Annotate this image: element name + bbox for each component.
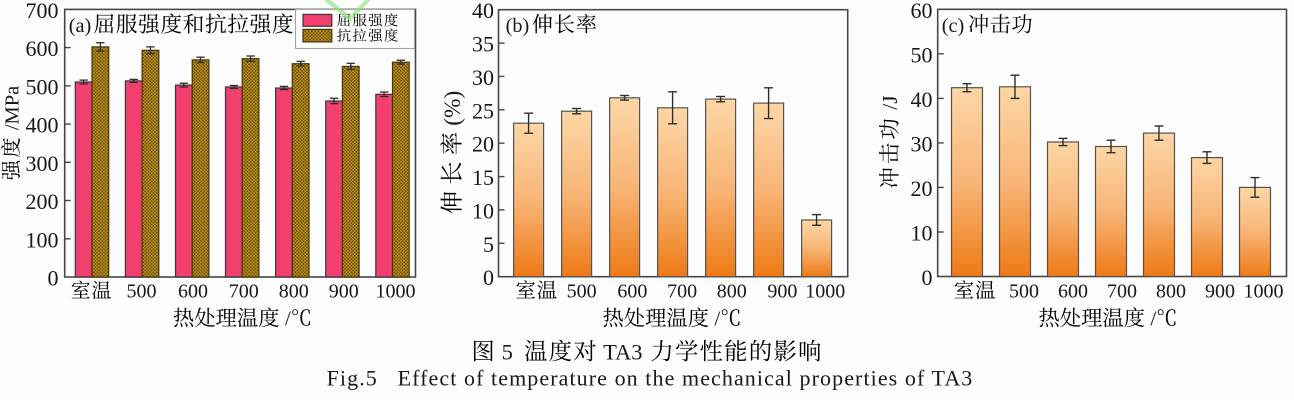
svg-text:20: 20 xyxy=(472,132,494,157)
svg-text:0: 0 xyxy=(483,265,494,290)
svg-text:700: 700 xyxy=(1107,281,1137,303)
svg-text:500: 500 xyxy=(567,281,597,303)
svg-text:500: 500 xyxy=(26,74,59,99)
svg-text:900: 900 xyxy=(1205,281,1235,303)
svg-text:20: 20 xyxy=(911,176,933,201)
svg-text:10: 10 xyxy=(911,221,933,246)
svg-text:30: 30 xyxy=(472,65,494,90)
svg-text:800: 800 xyxy=(1156,281,1186,303)
svg-text:200: 200 xyxy=(26,189,59,214)
svg-text:Fig.5 Effect of temperature: Fig.5 Effect of temperature on the mecha… xyxy=(327,366,974,391)
svg-text:30: 30 xyxy=(911,131,933,156)
svg-text:/MPa: /MPa xyxy=(2,86,24,136)
svg-text:800: 800 xyxy=(717,281,747,303)
svg-text:(c): (c) xyxy=(942,15,965,37)
svg-text:500: 500 xyxy=(127,281,157,303)
svg-text:15: 15 xyxy=(472,165,494,190)
svg-text:60: 60 xyxy=(911,0,933,23)
svg-text:35: 35 xyxy=(472,32,494,57)
svg-text:900: 900 xyxy=(329,281,359,303)
svg-text:/J: /J xyxy=(878,95,902,115)
svg-text:TA3: TA3 xyxy=(598,340,648,365)
svg-text:500: 500 xyxy=(1009,281,1039,303)
svg-text:700: 700 xyxy=(667,281,697,303)
svg-text:5: 5 xyxy=(483,232,494,257)
svg-text:/: / xyxy=(1145,307,1156,331)
svg-text:1000: 1000 xyxy=(376,281,416,303)
svg-text:1000: 1000 xyxy=(805,281,845,303)
svg-text:(%): (%) xyxy=(440,91,466,126)
svg-text:100: 100 xyxy=(26,227,59,252)
svg-text:0: 0 xyxy=(48,266,59,291)
svg-text:50: 50 xyxy=(911,42,933,67)
svg-text:800: 800 xyxy=(279,281,309,303)
svg-text:900: 900 xyxy=(767,281,797,303)
svg-text:(a): (a) xyxy=(69,15,92,37)
svg-text:600: 600 xyxy=(1058,281,1088,303)
svg-text:0: 0 xyxy=(922,265,933,290)
svg-text:10: 10 xyxy=(472,198,494,223)
svg-text:40: 40 xyxy=(472,0,494,23)
svg-text:25: 25 xyxy=(472,98,494,123)
svg-text:700: 700 xyxy=(229,281,259,303)
svg-text:600: 600 xyxy=(617,281,647,303)
svg-text:(b): (b) xyxy=(506,15,530,37)
svg-text:600: 600 xyxy=(26,36,59,61)
svg-text:1000: 1000 xyxy=(1244,281,1284,303)
svg-text:/: / xyxy=(280,307,291,331)
svg-text:700: 700 xyxy=(26,0,59,23)
svg-text:/: / xyxy=(709,307,720,331)
svg-text:300: 300 xyxy=(26,151,59,176)
svg-text:40: 40 xyxy=(911,87,933,112)
svg-text:400: 400 xyxy=(26,113,59,138)
svg-text:5: 5 xyxy=(496,340,524,365)
svg-text:600: 600 xyxy=(178,281,208,303)
